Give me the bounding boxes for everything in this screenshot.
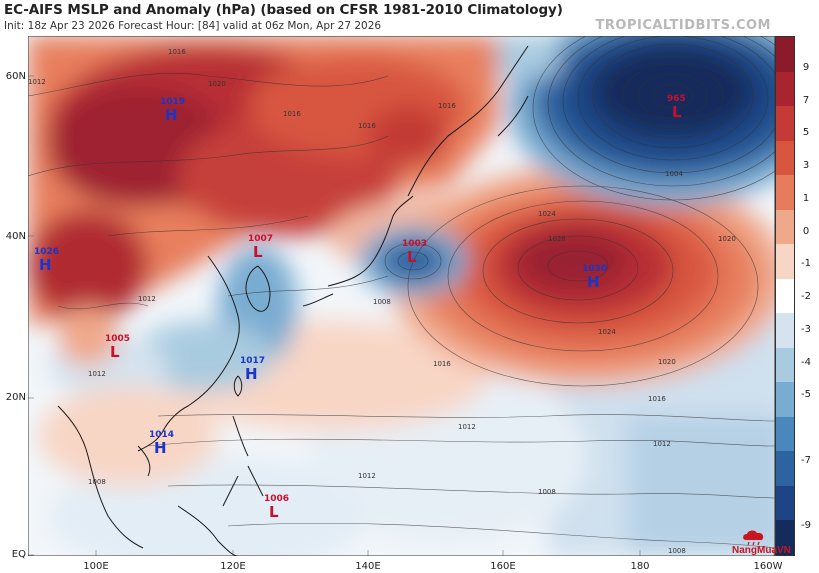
isobar-label: 1012 xyxy=(653,440,671,448)
lon-label-160e: 160E xyxy=(490,561,516,572)
isobar-label: 1012 xyxy=(138,295,156,303)
lat-label-60n: 60N xyxy=(5,71,26,82)
colorbar-label: -7 xyxy=(801,455,811,466)
colorbar-segment xyxy=(776,209,794,245)
isobar-label: 1028 xyxy=(548,235,566,243)
isobar-labels: 1016 1020 1012 1016 1016 1016 1012 1012 1008 1024… xyxy=(28,48,736,555)
colorbar-label: -1 xyxy=(801,258,811,269)
lat-label-eq: EQ xyxy=(11,549,26,560)
lon-label-180: 180 xyxy=(630,561,650,572)
isobar-label: 1016 xyxy=(168,48,186,56)
colorbar-segment xyxy=(776,485,794,521)
pressure-center-value: 1026 xyxy=(34,247,59,257)
isobar-label: 1020 xyxy=(208,80,226,88)
colorbar-label: -3 xyxy=(801,324,811,335)
high-pressure-marker: H xyxy=(165,106,178,124)
colorbar-segment xyxy=(776,140,794,176)
low-pressure-marker: L xyxy=(672,103,682,121)
pressure-center-value: 1005 xyxy=(105,334,130,344)
low-pressure-marker: L xyxy=(253,243,263,261)
colorbar-segment xyxy=(776,278,794,314)
isobar-label: 1004 xyxy=(665,170,683,178)
pressure-center-value: 1019 xyxy=(160,97,185,107)
colorbar-label: -5 xyxy=(801,389,811,400)
map-subtitle: Init: 18z Apr 23 2026 Forecast Hour: [84… xyxy=(4,20,382,32)
lon-label-140e: 140E xyxy=(355,561,381,572)
colorbar-label: 0 xyxy=(802,226,810,237)
lat-label-40n: 40N xyxy=(5,231,26,242)
low-pressure-marker: L xyxy=(407,248,417,266)
colorbar-segment xyxy=(776,347,794,383)
isobars xyxy=(28,36,775,549)
isobar-label: 1012 xyxy=(358,472,376,480)
pressure-center-value: 1014 xyxy=(149,430,174,440)
pressure-center-value: 1003 xyxy=(402,239,427,249)
high-pressure-marker: H xyxy=(39,256,52,274)
isobar-label: 1020 xyxy=(658,358,676,366)
colorbar-segment xyxy=(776,451,794,486)
isobar-label: 1012 xyxy=(28,78,46,86)
pressure-center-value: 1017 xyxy=(240,356,265,366)
colorbar-segment xyxy=(776,244,794,279)
brand-watermark: TROPICALTIDBITS.COM xyxy=(595,18,771,33)
site-logo: NangMuaVN xyxy=(732,545,791,556)
isobar-label: 1016 xyxy=(433,360,451,368)
low-pressure-marker: L xyxy=(110,343,120,361)
lon-label-160w: 160W xyxy=(753,561,783,572)
pressure-center-value: 965 xyxy=(667,94,686,104)
pressure-center-value: 1007 xyxy=(248,234,273,244)
colorbar-label: -2 xyxy=(801,291,811,302)
isobar-label: 1016 xyxy=(648,395,666,403)
lon-label-100e: 100E xyxy=(83,561,109,572)
colorbar-segment xyxy=(776,37,794,72)
isobar-label: 1020 xyxy=(718,235,736,243)
isobar-label: 1008 xyxy=(88,478,106,486)
colorbar-segment xyxy=(776,175,794,210)
isobar-label: 1024 xyxy=(538,210,556,218)
isobar-label: 1016 xyxy=(358,122,376,130)
colorbar-label: -9 xyxy=(801,520,811,531)
colorbar-segment xyxy=(776,520,794,555)
isobar-label: 1012 xyxy=(458,423,476,431)
colorbar-segment xyxy=(776,416,794,452)
lat-label-20n: 20N xyxy=(5,392,26,403)
pressure-center-value: 1030 xyxy=(582,264,607,274)
colorbar-segment xyxy=(776,382,794,417)
anomaly-fill xyxy=(28,36,775,556)
isobar-label: 1008 xyxy=(668,547,686,555)
colorbar-label: 1 xyxy=(802,193,810,204)
coastlines xyxy=(57,45,529,556)
colorbar-segment xyxy=(776,313,794,348)
high-pressure-marker: H xyxy=(154,439,167,457)
isobar-label: 1016 xyxy=(283,110,301,118)
isobar-label: 1008 xyxy=(538,488,556,496)
isobar-label: 1024 xyxy=(598,328,616,336)
colorbar-label: 9 xyxy=(802,62,810,73)
low-pressure-marker: L xyxy=(269,503,279,521)
colorbar-segment xyxy=(776,106,794,141)
pressure-center-value: 1006 xyxy=(264,494,289,504)
colorbar-segment xyxy=(776,71,794,107)
colorbar-label: -4 xyxy=(801,357,811,368)
colorbar-label: 5 xyxy=(802,127,810,138)
anomaly-colorbar xyxy=(775,36,795,556)
graticule xyxy=(28,75,775,556)
map-title: EC-AIFS MSLP and Anomaly (hPa) (based on… xyxy=(4,2,563,18)
cloud-rain-icon xyxy=(743,530,764,546)
colorbar-label: 3 xyxy=(802,160,810,171)
colorbar-label: 7 xyxy=(802,95,810,106)
high-pressure-marker: H xyxy=(587,273,600,291)
high-pressure-marker: H xyxy=(245,365,258,383)
weather-map: 1016 1020 1012 1016 1016 1016 1012 1012 1008 1024… xyxy=(28,36,775,556)
isobar-label: 1012 xyxy=(88,370,106,378)
isobar-label: 1008 xyxy=(373,298,391,306)
lon-label-120e: 120E xyxy=(220,561,246,572)
isobar-label: 1016 xyxy=(438,102,456,110)
